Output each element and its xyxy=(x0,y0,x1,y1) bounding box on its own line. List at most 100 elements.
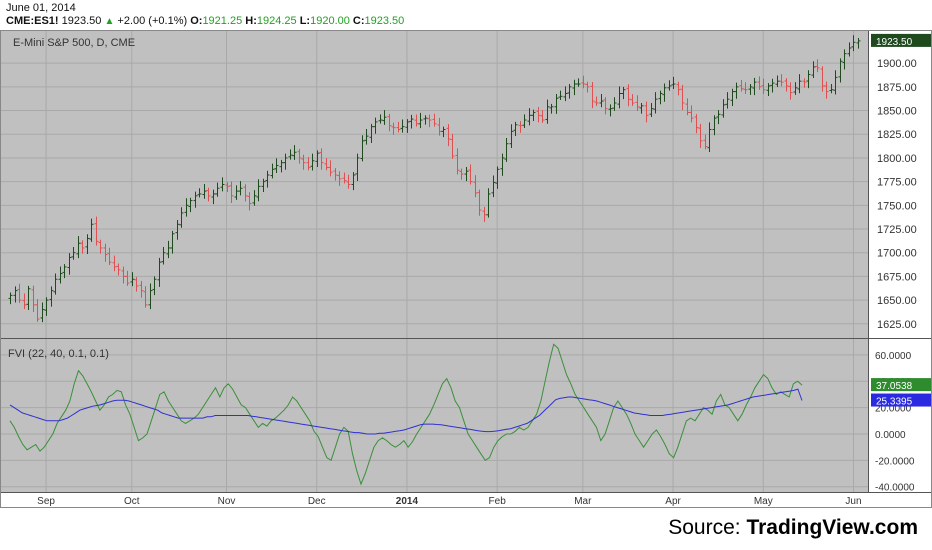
price-bar xyxy=(829,84,834,94)
price-bar xyxy=(116,263,121,276)
price-bar xyxy=(500,153,505,176)
price-bar xyxy=(612,97,617,111)
price-bar xyxy=(707,122,712,152)
price-bar xyxy=(527,108,532,126)
price-bar xyxy=(725,92,730,109)
price-tick-label: 1850.00 xyxy=(877,106,917,118)
price-bar xyxy=(815,59,820,73)
close-value: 1923.50 xyxy=(364,15,405,27)
price-bar xyxy=(427,114,432,128)
price-bar xyxy=(35,299,40,322)
price-bar xyxy=(504,138,509,162)
price-bar xyxy=(455,148,460,175)
price-change: +2.00 (+0.1%) xyxy=(117,15,188,27)
price-bar xyxy=(459,168,464,180)
price-bar xyxy=(473,175,478,198)
fvi-value-tag: 37.0538 xyxy=(876,381,913,392)
price-bar xyxy=(301,154,306,170)
price-bar xyxy=(495,166,500,189)
price-bar xyxy=(446,124,451,147)
price-bar xyxy=(193,191,198,208)
price-bar xyxy=(234,185,239,200)
price-bar xyxy=(53,273,58,295)
price-bar xyxy=(757,76,762,90)
price-bar xyxy=(319,148,324,170)
price-bar xyxy=(94,216,99,246)
fvi-tick-label: -20.0000 xyxy=(875,456,915,467)
x-tick-label: Mar xyxy=(574,496,592,507)
price-bar xyxy=(689,105,694,123)
price-bar xyxy=(31,285,36,312)
price-bar xyxy=(761,78,766,94)
price-bar xyxy=(671,76,676,90)
price-bar xyxy=(148,283,153,310)
price-bar xyxy=(188,197,193,213)
price-bar xyxy=(802,78,807,88)
price-bar xyxy=(202,184,207,199)
price-bar xyxy=(739,80,744,92)
price-bar xyxy=(17,283,22,303)
price-bar xyxy=(130,272,135,287)
price-bar xyxy=(662,83,667,102)
series-signal-line xyxy=(9,388,803,435)
signal-value-tag-bg xyxy=(871,393,931,407)
price-bar xyxy=(793,82,798,95)
price-bar xyxy=(477,189,482,216)
price-bar xyxy=(770,78,775,93)
price-bar xyxy=(545,99,550,124)
price-bar xyxy=(468,164,473,185)
price-bar xyxy=(279,159,284,173)
x-tick-label: Apr xyxy=(665,496,681,507)
price-bar xyxy=(653,92,658,114)
fvi-lines xyxy=(9,343,803,486)
price-bar xyxy=(766,83,771,96)
price-bar xyxy=(283,153,288,170)
price-bar xyxy=(572,79,577,96)
price-bar xyxy=(157,257,162,287)
price-bar xyxy=(513,121,518,136)
price-bar xyxy=(71,247,76,260)
price-bar xyxy=(531,109,536,121)
price-bar xyxy=(518,121,523,133)
chart-area[interactable]: 1625.00 1650.00 1675.00 1700.00 1725.00 1750.… xyxy=(0,30,932,508)
price-bar xyxy=(143,286,148,308)
price-bar xyxy=(676,81,681,96)
price-bar xyxy=(125,270,130,286)
price-bar xyxy=(44,297,49,316)
price-bar xyxy=(315,150,320,168)
price-bar xyxy=(333,168,338,181)
price-bar xyxy=(197,188,202,198)
price-bar xyxy=(748,84,753,95)
price-bar xyxy=(549,103,554,114)
price-bar xyxy=(166,240,171,259)
price-bar xyxy=(833,70,838,95)
price-tick-label: 1675.00 xyxy=(877,271,917,283)
price-bar xyxy=(603,97,608,115)
price-bar xyxy=(441,126,446,138)
price-bar xyxy=(851,35,856,52)
price-bar xyxy=(594,96,599,106)
price-bar xyxy=(784,78,789,92)
price-bar xyxy=(779,74,784,87)
low-value: 1920.00 xyxy=(310,15,350,27)
price-bar xyxy=(98,239,103,254)
price-bar xyxy=(621,86,626,100)
price-tick-label: 1725.00 xyxy=(877,224,917,236)
price-bar xyxy=(211,189,216,205)
fvi-tick-label: -40.0000 xyxy=(875,483,915,494)
price-bar xyxy=(418,112,423,129)
price-bar xyxy=(734,82,739,99)
price-bar xyxy=(685,98,690,116)
price-bar xyxy=(49,286,54,307)
price-bar xyxy=(139,281,144,298)
price-bar xyxy=(351,172,356,191)
price-bar xyxy=(409,114,414,129)
price-bar xyxy=(396,121,401,133)
price-bar xyxy=(716,110,721,125)
price-bar xyxy=(437,117,442,136)
series-fvi-line xyxy=(9,343,803,486)
high-label: H: xyxy=(245,15,257,27)
price-bar xyxy=(220,177,225,192)
close-label: C: xyxy=(352,15,365,27)
price-bar xyxy=(80,240,85,254)
